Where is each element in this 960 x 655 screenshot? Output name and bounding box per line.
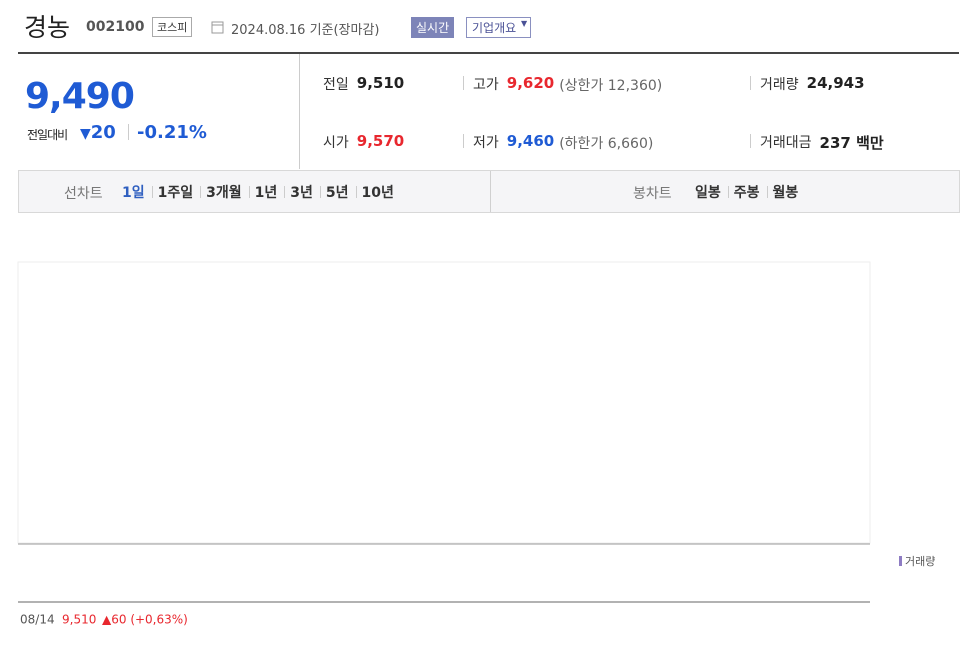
- item-label: 고가: [473, 77, 499, 93]
- item-label: 거래대금: [760, 135, 812, 151]
- item-label: 시가: [323, 135, 349, 151]
- change-rate: -0.21%: [137, 122, 207, 143]
- item-label: 전일: [323, 77, 349, 93]
- separator: [463, 134, 464, 148]
- overview-button[interactable]: 기업개요 ▼: [466, 17, 532, 38]
- tab-separator: [200, 186, 202, 198]
- item-value: 9,570: [356, 132, 405, 150]
- tab[interactable]: 일봉: [695, 185, 721, 201]
- divider: [299, 54, 300, 169]
- overview-text: 기업개요: [472, 21, 517, 35]
- item-note: (하한가 6,660): [559, 136, 654, 152]
- tab[interactable]: 3개월: [206, 185, 242, 201]
- item-value: 9,510: [356, 74, 405, 92]
- stock-code: 002100: [86, 19, 145, 35]
- separator: [750, 134, 751, 148]
- plot-frame: [17, 261, 871, 544]
- candle-chart-label: 봉차트: [633, 186, 672, 202]
- tab[interactable]: 3년: [290, 185, 313, 201]
- tab-separator: [766, 186, 768, 198]
- item-value: 237 백만: [819, 134, 884, 152]
- realtime-button[interactable]: 실시간: [411, 17, 455, 38]
- item-label: 저가: [473, 135, 499, 151]
- volume-legend: 거래량: [905, 555, 935, 568]
- separator: [463, 76, 464, 90]
- tab[interactable]: 월봉: [772, 185, 799, 201]
- current-price: 9,490: [25, 76, 135, 117]
- tab-separator: [319, 186, 321, 198]
- item-note: (상한가 12,360): [559, 78, 663, 94]
- tab-separator: [355, 186, 357, 198]
- tab[interactable]: 1년: [254, 185, 278, 201]
- prev-change: ▲60 (+0,63%): [102, 613, 188, 627]
- down-arrow: ▼: [80, 126, 91, 142]
- tab-divider: [490, 171, 491, 212]
- tab-separator: [248, 186, 250, 198]
- tab-separator: [151, 186, 153, 198]
- tab-separator: [284, 186, 286, 198]
- tab[interactable]: 10년: [361, 185, 394, 201]
- stock-name: 경농: [24, 13, 71, 42]
- volume-legend-swatch: [899, 556, 902, 566]
- change: ▼20: [80, 122, 116, 143]
- tab[interactable]: 5년: [325, 185, 349, 201]
- item-value: 24,943: [806, 74, 865, 92]
- item-label: 거래량: [760, 77, 799, 93]
- tab-separator: [727, 186, 729, 198]
- prev-price: 9,510: [62, 613, 96, 627]
- tab-bar: [18, 170, 960, 213]
- tab[interactable]: 1일: [122, 185, 145, 201]
- tab[interactable]: 주봉: [733, 185, 760, 201]
- calendar-icon: 9,4429,4919,5399,5889,63608/1610:0011:00…: [211, 21, 224, 34]
- date: 2024.08.16 기준(장마감): [231, 23, 380, 38]
- item-value: 9,460: [506, 132, 555, 150]
- line-chart-label: 선차트: [64, 186, 103, 202]
- change-value: 20: [90, 122, 116, 143]
- prev-date: 08/14: [20, 613, 55, 627]
- separator: [750, 76, 751, 90]
- tab[interactable]: 1주일: [157, 185, 194, 201]
- separator: [128, 124, 129, 140]
- dropdown-arrow: ▼: [521, 19, 528, 28]
- item-value: 9,620: [506, 74, 555, 92]
- change-label: 전일대비: [27, 128, 68, 142]
- market-badge: 코스피: [152, 17, 193, 37]
